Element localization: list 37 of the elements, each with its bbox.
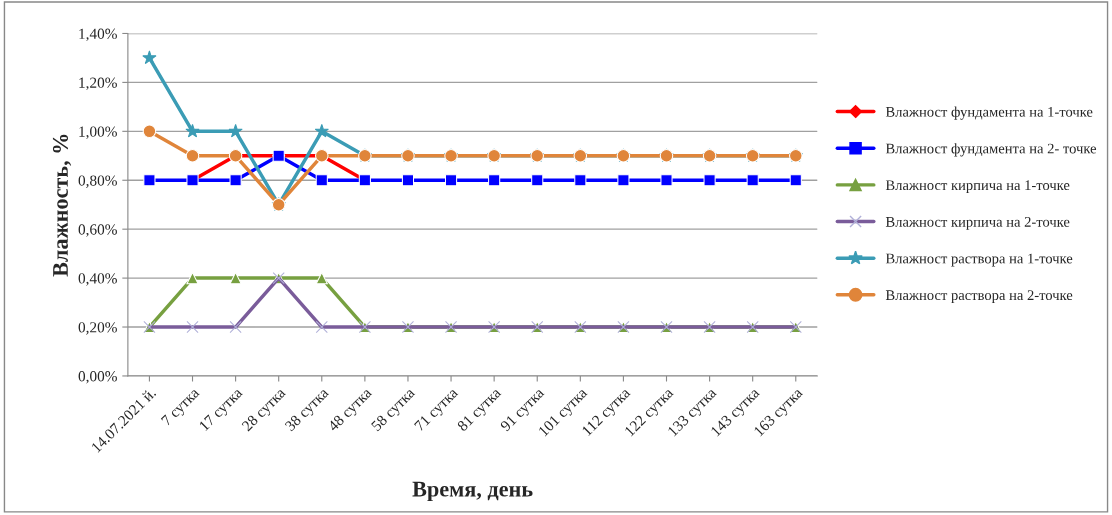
x-axis-title: Время, день bbox=[412, 481, 533, 502]
point bbox=[229, 272, 242, 285]
point bbox=[315, 174, 328, 187]
point bbox=[315, 272, 328, 285]
point bbox=[228, 123, 243, 138]
point bbox=[488, 174, 501, 187]
legend-label: Влажност кирпича на 1-точке bbox=[885, 180, 1070, 194]
y-tick-label: 0,80% bbox=[78, 175, 117, 188]
y-axis-title: Влажность, % bbox=[52, 134, 72, 277]
point bbox=[746, 174, 759, 187]
legend-label: Влажност раствора на 2-точке bbox=[885, 290, 1073, 304]
legend-label: Влажност раствора на 1-точке bbox=[885, 253, 1073, 267]
y-tick-label: 0,20% bbox=[78, 322, 117, 335]
point bbox=[142, 50, 157, 65]
point bbox=[531, 174, 544, 187]
point bbox=[185, 149, 200, 163]
point bbox=[789, 174, 802, 187]
point bbox=[229, 174, 242, 187]
point bbox=[617, 174, 630, 187]
point bbox=[185, 123, 200, 138]
point bbox=[444, 174, 458, 187]
y-tick-label: 0,60% bbox=[78, 224, 117, 237]
point bbox=[660, 174, 673, 187]
point bbox=[703, 174, 716, 187]
legend-label: Влажност кирпича на 2-точке bbox=[885, 216, 1070, 230]
point bbox=[401, 174, 415, 187]
y-tick-label: 0,40% bbox=[78, 273, 117, 286]
point bbox=[142, 124, 157, 139]
point bbox=[574, 174, 587, 187]
y-tick-label: 1,00% bbox=[79, 126, 117, 139]
y-tick-label: 1,40% bbox=[79, 28, 117, 42]
point bbox=[314, 123, 329, 138]
point bbox=[143, 174, 156, 187]
y-tick-label: 0,00% bbox=[78, 371, 117, 384]
legend-label: Влажност фундамента на 1-точке bbox=[885, 106, 1093, 120]
legend-label: Влажност фундамента на 2- точке bbox=[885, 143, 1097, 157]
y-tick-label: 1,20% bbox=[79, 77, 117, 91]
